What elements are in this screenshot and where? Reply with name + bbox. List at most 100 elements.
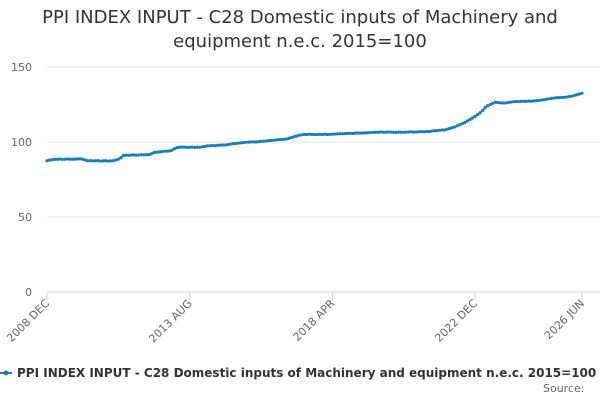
data-point [379,130,383,134]
data-point [152,150,156,155]
data-point [277,138,281,142]
legend-marker [3,370,9,376]
data-point [320,132,324,137]
data-point [371,130,375,134]
data-point [142,153,146,157]
data-point [264,139,268,143]
data-point [233,141,238,146]
x-tick-label: 2013 AUG [146,297,195,346]
data-point [287,136,291,140]
data-point [547,97,551,101]
legend-label: PPI INDEX INPUT - C28 Domestic inputs of… [17,366,596,380]
data-point [580,91,584,95]
data-point [343,132,347,136]
data-point [96,159,100,163]
data-point [251,140,255,144]
data-point [134,153,138,157]
data-point [182,145,187,149]
data-point [160,150,164,154]
data-point [565,95,569,99]
data-point [323,132,327,136]
data-point [542,98,546,102]
data-point [88,159,92,163]
data-point [170,148,174,152]
data-point [315,132,319,137]
data-point [180,145,184,149]
data-point [121,153,126,158]
data-point [154,150,159,154]
data-point [236,141,240,145]
data-point [157,150,161,154]
y-tick-label: 0 [25,286,32,299]
data-point [231,142,235,146]
data-point [486,104,490,108]
data-point [210,144,215,148]
data-point [524,99,528,103]
data-point [47,158,52,162]
data-point [119,156,123,160]
data-point [376,130,380,134]
data-point [353,131,357,135]
data-point [424,129,429,134]
data-point [75,157,80,161]
data-point [259,139,263,143]
data-point [282,137,286,141]
data-point [109,159,113,163]
data-point [167,149,171,153]
data-point [172,147,176,151]
data-point [506,100,510,105]
data-point [363,131,368,135]
data-point [58,157,62,161]
data-point [356,131,360,135]
data-point [463,120,467,125]
data-point [223,143,227,147]
data-point [185,145,189,149]
data-point [175,146,179,150]
x-tick-label: 2018 APR [291,297,338,344]
data-point [78,157,82,161]
data-point [147,153,151,157]
data-point [445,127,449,131]
data-point [269,138,273,143]
data-point [374,130,378,134]
data-point [63,157,67,161]
data-point [455,124,459,128]
data-point [200,145,205,149]
data-point [557,96,561,100]
data-point [549,96,554,101]
data-point [335,132,340,136]
data-point [396,130,401,134]
data-point [394,130,398,134]
data-point [137,153,141,157]
data-point [106,159,110,163]
data-point [519,99,523,103]
data-point [450,126,454,130]
data-point [68,157,72,161]
data-point [300,133,304,137]
data-point [297,133,301,137]
data-point [55,157,59,161]
data-point [241,141,245,145]
data-point [292,135,296,139]
data-point [149,152,154,156]
data-point [284,137,289,141]
data-point [256,140,261,144]
data-point [177,145,182,149]
data-point [239,141,243,145]
data-point [45,159,49,163]
data-point [544,97,548,101]
data-point [453,125,457,129]
data-point [468,117,472,122]
data-point [419,130,424,134]
data-point [274,138,278,142]
data-point [198,145,202,149]
data-point [442,128,447,132]
data-point [124,153,128,157]
data-point [126,153,131,157]
data-point [368,130,373,135]
data-point [295,134,299,138]
data-point [458,123,462,127]
data-point [509,100,513,104]
data-point [384,130,388,134]
